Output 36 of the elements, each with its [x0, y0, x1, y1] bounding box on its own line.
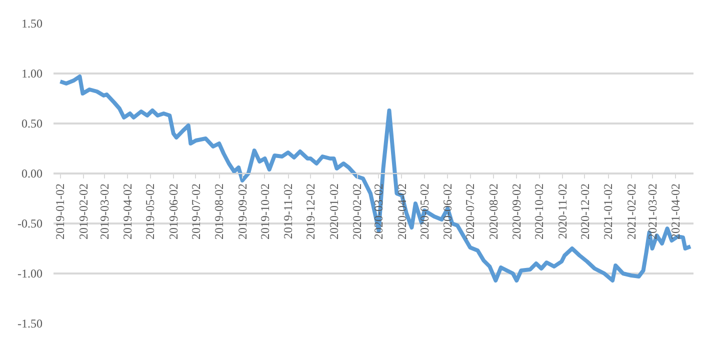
x-tick-label: 2019-11-02 — [281, 184, 296, 240]
x-tick-label: 2019-05-02 — [143, 183, 158, 240]
x-tick-label: 2020-10-02 — [532, 183, 546, 240]
x-tick-label: 2020-09-02 — [510, 183, 524, 240]
line-series — [58, 74, 692, 282]
x-tick-label: 2021-04-02 — [668, 183, 683, 240]
x-tick-label: 2019-06-02 — [166, 183, 180, 240]
x-tick-label: 2020-12-02 — [578, 183, 592, 240]
y-tick-label: -1.50 — [18, 316, 43, 330]
x-tick-label: 2020-03-02 — [372, 183, 386, 240]
x-tick-label: 2019-10-02 — [258, 183, 272, 240]
x-tick-label: 2019-01-02 — [53, 183, 68, 240]
y-tick-label: 1.50 — [22, 16, 42, 30]
x-tick-label: 2020-07-02 — [463, 183, 478, 240]
x-tick-label: 2019-09-02 — [235, 183, 250, 240]
x-tick-label: 2019-04-02 — [120, 183, 135, 240]
x-tick-label: 2020-06-02 — [440, 183, 455, 240]
x-tick-label: 2019-03-02 — [97, 183, 112, 240]
x-tick-label: 2021-03-02 — [645, 183, 660, 240]
x-tick-label: 2020-08-02 — [486, 183, 500, 240]
x-tick-label: 2021-02-02 — [624, 183, 638, 240]
y-tick-label: -1.00 — [18, 266, 43, 280]
y-tick-label: 1.00 — [22, 66, 42, 80]
x-tick-label: 2021-01-02 — [601, 183, 616, 240]
y-tick-label: 0.50 — [22, 116, 42, 130]
x-tick-label: 2020-04-02 — [394, 183, 409, 240]
x-tick-label: 2019-07-02 — [188, 183, 203, 240]
x-tick-label: 2019-12-02 — [304, 183, 318, 240]
y-tick-label: -0.50 — [18, 216, 43, 230]
x-tick-label: 2019-08-02 — [212, 183, 226, 240]
x-tick-label: 2020-05-02 — [417, 183, 432, 240]
y-tick-label: 0.00 — [22, 166, 42, 180]
x-tick-label: 2019-02-02 — [76, 183, 90, 240]
x-tick-label: 2020-01-02 — [326, 183, 341, 240]
x-tick-label: 2020-02-02 — [350, 183, 364, 240]
x-tick-label: 2020-11-02 — [555, 184, 570, 240]
